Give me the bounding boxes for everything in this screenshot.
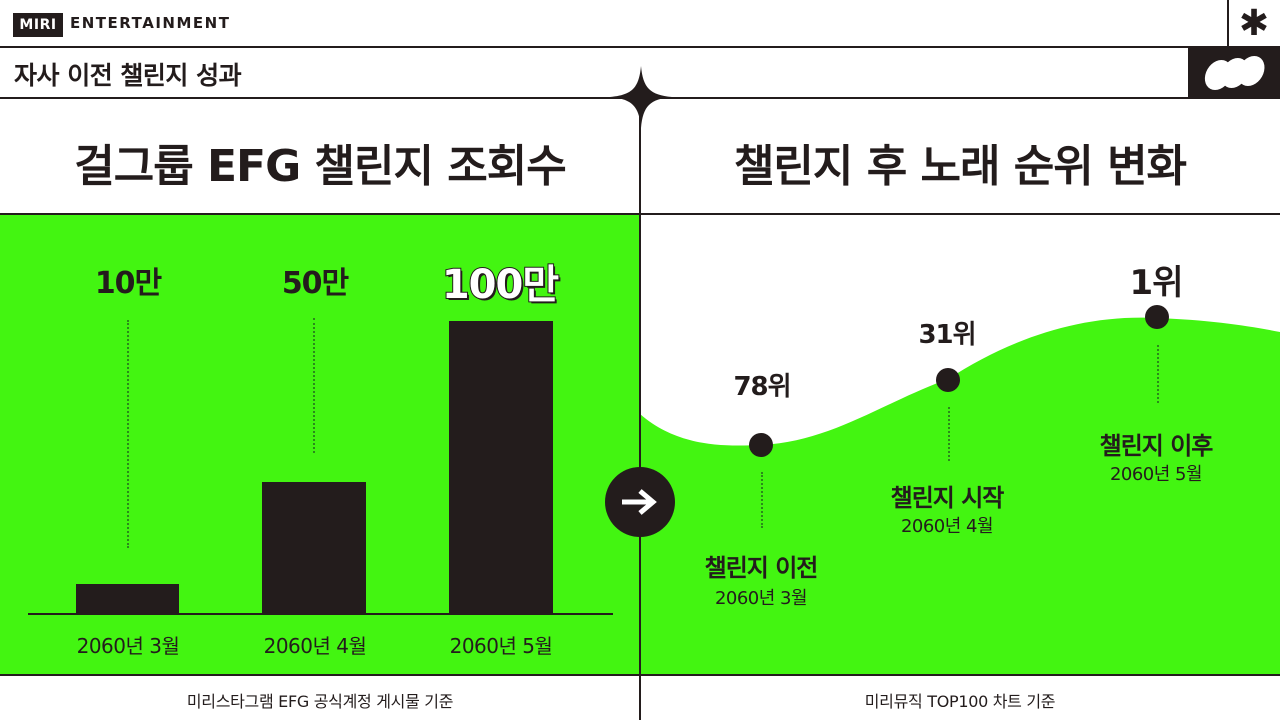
chart-baseline xyxy=(28,613,613,615)
dotted-guide xyxy=(127,320,129,548)
asterisk-icon: ✱ xyxy=(1238,3,1270,44)
right-section-title: 챌린지 후 노래 순위 변화 xyxy=(733,141,1187,192)
arrow-right-icon xyxy=(622,489,657,515)
stage-title: 챌린지 이후 xyxy=(1099,432,1214,460)
center-divider-overlay xyxy=(639,97,641,720)
left-footer-note: 미리스타그램 EFG 공식계정 게시물 기준 xyxy=(186,692,454,711)
stage-date: 2060년 3월 xyxy=(714,588,808,609)
cloud-logo-icon xyxy=(1204,56,1265,90)
stage-title: 챌린지 이전 xyxy=(704,554,819,582)
brand-logo-text: ENTERTAINMENT xyxy=(70,14,231,32)
brand-mark xyxy=(1188,48,1280,98)
x-axis-label: 2060년 5월 xyxy=(449,634,553,658)
dotted-guide xyxy=(313,318,315,453)
rank-value: 78위 xyxy=(733,372,791,402)
dotted-guide xyxy=(1157,345,1159,403)
stage-date: 2060년 5월 xyxy=(1109,464,1203,485)
bar-value-label-highlight: 100만 xyxy=(441,261,560,309)
divider xyxy=(0,46,1280,48)
divider xyxy=(1227,0,1229,48)
bar-april xyxy=(262,482,366,614)
stage-date: 2060년 4월 xyxy=(900,516,994,537)
bar-may xyxy=(449,321,553,614)
bar-value-label: 50만 xyxy=(281,266,349,301)
rank-value: 31위 xyxy=(918,320,976,350)
rank-value-top: 1위 xyxy=(1129,263,1184,303)
next-arrow-button xyxy=(605,467,675,537)
page-subtitle: 자사 이전 챌린지 성과 xyxy=(14,61,242,90)
rank-point xyxy=(1145,305,1169,329)
rank-point xyxy=(936,368,960,392)
bar-value-label: 10만 xyxy=(94,266,162,301)
rank-point xyxy=(749,433,773,457)
x-axis-label: 2060년 4월 xyxy=(263,634,367,658)
dotted-guide xyxy=(948,407,950,461)
bar-march xyxy=(76,584,179,614)
sparkle-star-icon xyxy=(610,66,672,128)
rank-wave-area xyxy=(640,317,1280,675)
dotted-guide xyxy=(761,472,763,528)
left-section-title: 걸그룹 EFG 챌린지 조회수 xyxy=(74,141,567,192)
brand-logo-box: MIRI xyxy=(13,13,63,37)
x-axis-label: 2060년 3월 xyxy=(76,634,180,658)
stage-title: 챌린지 시작 xyxy=(890,484,1005,512)
right-footer-note: 미리뮤직 TOP100 차트 기준 xyxy=(864,692,1056,711)
